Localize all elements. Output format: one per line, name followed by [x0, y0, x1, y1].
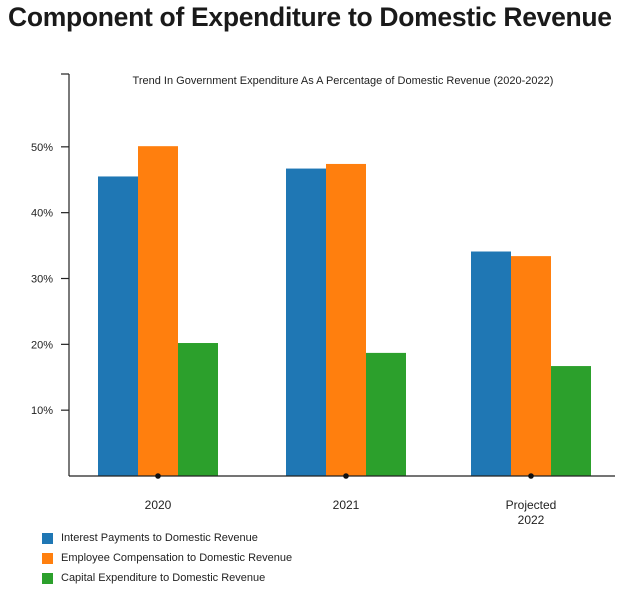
bar — [178, 343, 218, 476]
bar — [326, 163, 366, 476]
y-tick-label: 20% — [31, 339, 53, 351]
bar — [366, 352, 406, 476]
legend-label-capital: Capital Expenditure to Domestic Revenue — [61, 572, 266, 584]
bars — [98, 146, 591, 477]
bar — [471, 251, 511, 476]
bar — [551, 366, 591, 476]
y-tick-label: 30% — [31, 274, 53, 286]
x-tick-label: 2021 — [333, 498, 360, 512]
legend-swatch-capital — [42, 572, 53, 584]
bar — [511, 256, 551, 476]
y-tick-label: 40% — [31, 208, 53, 220]
x-tick-label: Projected — [506, 498, 557, 512]
legend-label-employee: Employee Compensation to Domestic Revenu… — [61, 552, 293, 564]
legend-item-employee: Employee Compensation to Domestic Revenu… — [42, 548, 292, 568]
legend-item-interest: Interest Payments to Domestic Revenue — [42, 528, 292, 548]
bar — [138, 146, 178, 477]
bar — [98, 176, 138, 477]
page-title: Component of Expenditure to Domestic Rev… — [8, 2, 612, 32]
chart-title: Trend In Government Expenditure As A Per… — [133, 75, 554, 87]
legend-label-interest: Interest Payments to Domestic Revenue — [61, 532, 258, 544]
x-tick-dot — [343, 473, 349, 479]
bar — [286, 168, 326, 476]
x-tick-label: 2020 — [145, 498, 172, 512]
y-axis: 10% 20% 30% 40% 50% — [31, 73, 70, 476]
legend-swatch-employee — [42, 552, 53, 564]
y-tick-label: 10% — [31, 405, 53, 417]
x-tick-dot — [155, 473, 161, 479]
legend: Interest Payments to Domestic Revenue Em… — [42, 528, 292, 588]
legend-item-capital: Capital Expenditure to Domestic Revenue — [42, 568, 292, 588]
x-tick-label: 2022 — [518, 513, 545, 527]
x-tick-dot — [528, 473, 534, 479]
legend-swatch-interest — [42, 532, 53, 544]
y-tick-label: 50% — [31, 142, 53, 154]
